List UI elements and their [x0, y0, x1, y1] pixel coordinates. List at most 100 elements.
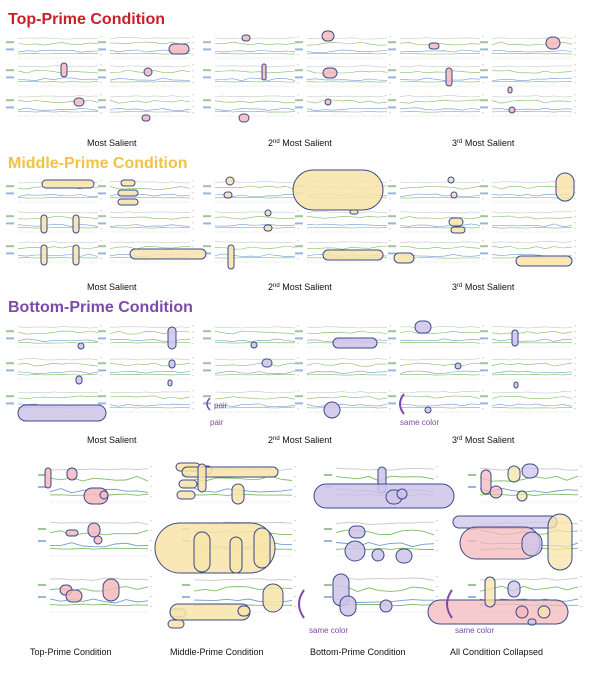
chart-series-line [109, 330, 191, 335]
chart-label-stub [480, 245, 488, 248]
chart-label-stub [295, 99, 303, 102]
chart-series-line [399, 246, 481, 250]
chart-series-line [109, 216, 191, 220]
summary-middle-region [253, 527, 271, 569]
mini-line-chart [98, 94, 194, 117]
top-prime-heading: Top-Prime Condition [8, 11, 165, 28]
chart-series-line [110, 111, 191, 113]
chart-series-line [49, 603, 149, 606]
top-prime-region [322, 67, 338, 79]
chart-label-stub [480, 48, 488, 51]
summary-bottom-region [348, 525, 366, 539]
chart-series-line [492, 391, 573, 394]
pair-annotation-2: pair [210, 418, 224, 427]
chart-series-line [399, 211, 481, 214]
chart-label-stub [203, 245, 211, 248]
chart-label-stub [480, 185, 488, 188]
chart-label-stub [6, 222, 14, 225]
chart-series-line [214, 338, 296, 343]
mini-line-chart [6, 325, 102, 348]
summary-bottom-region [379, 599, 393, 613]
summary-bottom-region [313, 483, 455, 509]
chart-label-stub [182, 596, 190, 598]
chart-label-stub [38, 528, 46, 530]
chart-label-stub [98, 222, 106, 225]
chart-label-stub [98, 215, 106, 218]
chart-label-stub [324, 584, 332, 586]
chart-series-line [491, 99, 573, 104]
chart-label-stub [203, 222, 211, 225]
summary-collapsed-region [480, 469, 492, 495]
summary-collapsed-region [427, 599, 569, 625]
chart-label-stub [388, 395, 396, 398]
chart-series-line [109, 95, 191, 98]
chart-label-stub [324, 474, 332, 476]
chart-series-line [399, 216, 481, 220]
summary-collapsed-region [515, 605, 529, 619]
chart-series-line [491, 407, 572, 409]
chart-series-line [17, 358, 99, 361]
chart-series-line [17, 326, 99, 329]
chart-label-stub [388, 99, 396, 102]
top-prime-region [261, 63, 267, 81]
chart-series-line [491, 110, 573, 113]
chart-label-stub [480, 362, 488, 365]
chart-series-line [214, 185, 296, 190]
middle-caption-3-num: 3 [452, 282, 457, 292]
mini-line-chart [203, 210, 299, 233]
chart-series-line [399, 110, 481, 113]
chart-series-line [399, 362, 481, 367]
chart-series-line [399, 52, 481, 55]
chart-label-stub [388, 192, 396, 195]
summary-bottom-region [344, 540, 366, 562]
chart-label-stub [388, 106, 396, 109]
summary-caption-bottom: Bottom-Prime Condition [310, 647, 406, 657]
chart-series-line [399, 223, 481, 227]
chart-label-stub [98, 41, 106, 44]
chart-label-stub [6, 362, 14, 365]
chart-series-line [214, 406, 296, 409]
chart-label-stub [295, 106, 303, 109]
chart-series-line [109, 245, 191, 250]
pair-annotation-1: pair [214, 401, 228, 410]
chart-series-line [214, 227, 296, 229]
summary-caption-collapsed: All Condition Collapsed [450, 647, 543, 657]
chart-series-line [306, 211, 388, 214]
chart-label-stub [295, 252, 303, 255]
chart-series-line [491, 358, 573, 361]
chart-series-line [491, 223, 573, 228]
chart-label-stub [468, 584, 476, 586]
middle-caption-1: Most Salient [87, 282, 137, 292]
mini-line-chart [480, 64, 576, 87]
bottom-caption-2-num: 2 [268, 435, 273, 445]
chart-series-line [49, 598, 149, 604]
chart-series-line [17, 227, 99, 229]
chart-series-line [491, 70, 573, 74]
chart-series-line [214, 211, 296, 214]
middle-prime-region [40, 244, 48, 266]
summary-collapsed-region [507, 465, 521, 483]
bottom-caption-2-sup: nd [273, 436, 280, 442]
middle-prime-region [72, 214, 80, 234]
middle-prime-region [292, 169, 384, 211]
chart-label-stub [203, 252, 211, 255]
chart-series-line [214, 241, 296, 244]
chart-series-line [17, 338, 99, 343]
top-prime-region [445, 67, 453, 87]
chart-series-line [491, 241, 573, 244]
mini-line-chart [480, 390, 576, 413]
chart-label-stub [295, 395, 303, 398]
summary-top-region [93, 535, 103, 545]
chart-label-stub [295, 41, 303, 44]
chart-series-line [17, 241, 99, 244]
mini-line-chart [6, 210, 102, 233]
chart-label-stub [98, 395, 106, 398]
top-prime-region [507, 86, 513, 94]
chart-series-line [399, 81, 481, 83]
chart-series-line [214, 362, 296, 367]
chart-label-stub [38, 474, 46, 476]
middle-prime-heading: Middle-Prime Condition [8, 155, 188, 172]
chart-series-line [214, 37, 296, 40]
chart-label-stub [38, 540, 46, 542]
